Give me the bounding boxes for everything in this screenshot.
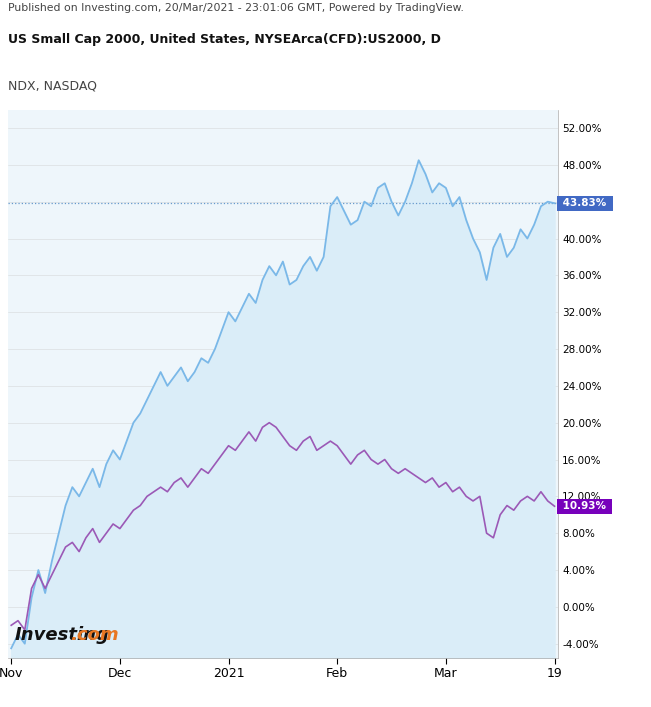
Text: Published on Investing.com, 20/Mar/2021 - 23:01:06 GMT, Powered by TradingView.: Published on Investing.com, 20/Mar/2021 … — [8, 3, 464, 13]
Text: NDX, NASDAQ: NDX, NASDAQ — [8, 80, 97, 93]
Text: US Small Cap 2000, United States, NYSEArca(CFD):US2000, D: US Small Cap 2000, United States, NYSEAr… — [8, 33, 441, 46]
Text: Investing: Investing — [15, 626, 110, 644]
Text: .com: .com — [70, 626, 118, 644]
Text: 10.93%: 10.93% — [559, 501, 610, 511]
Text: 43.83%: 43.83% — [559, 198, 610, 209]
